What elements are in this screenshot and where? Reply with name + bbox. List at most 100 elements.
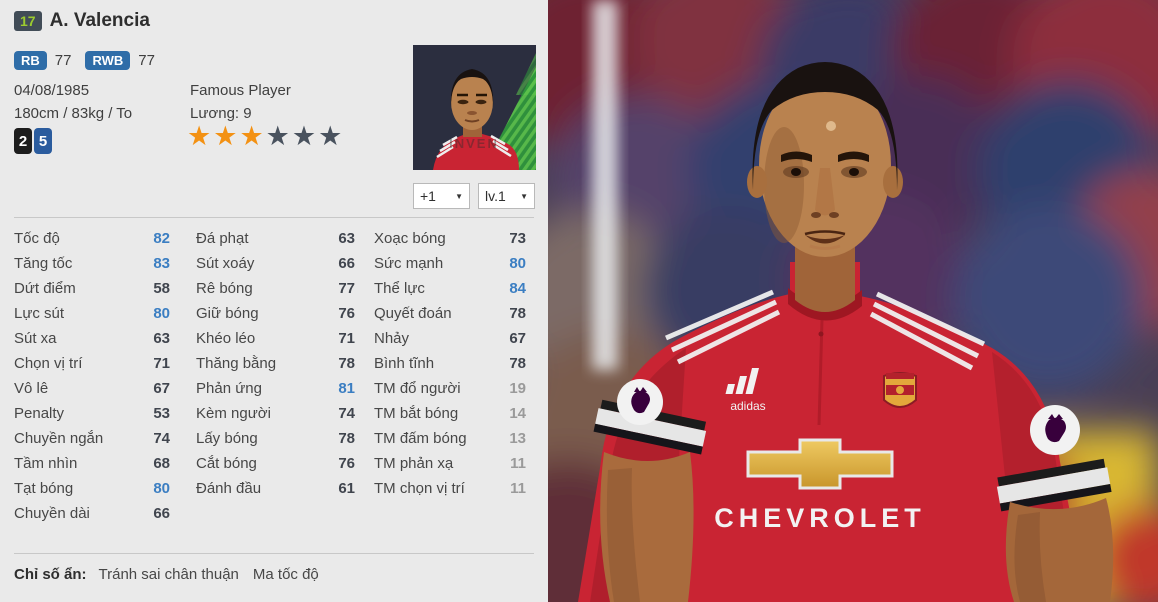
player-portrait: INVEN xyxy=(413,45,536,170)
stat-row: Thăng bằng 78 xyxy=(196,351,355,376)
position-badge-rb: RB xyxy=(14,51,47,70)
stat-label: Thăng bằng xyxy=(196,355,277,372)
star-icon: ★ xyxy=(291,121,319,151)
stat-value: 78 xyxy=(338,430,355,447)
stats-column-2: Đá phạt 63 Sút xoáy 66 Rê bóng 77 Giữ bóng 76 Kh… xyxy=(196,226,355,501)
stat-row: Tầm nhìn 68 xyxy=(14,451,170,476)
player-photo: adidas CHEVROLET xyxy=(548,0,1158,602)
stat-row: Chuyền dài 66 xyxy=(14,501,170,526)
stat-value: 83 xyxy=(153,255,170,272)
stat-row: TM bắt bóng 14 xyxy=(374,401,526,426)
trait-item: Ma tốc độ xyxy=(252,566,319,583)
trait-badges: 2 5 xyxy=(14,128,52,154)
stat-row: Đánh đầu 61 xyxy=(196,476,355,501)
stat-label: Penalty xyxy=(14,405,65,422)
player-tier: Famous Player xyxy=(190,82,291,99)
star-icon: ★ xyxy=(318,121,345,151)
stat-value: 63 xyxy=(153,330,170,347)
player-bio: 04/08/1985 180cm / 83kg / To xyxy=(14,79,184,125)
stat-row: TM đổ người 19 xyxy=(374,376,526,401)
stat-label: Quyết đoán xyxy=(374,305,452,322)
stat-value: 71 xyxy=(338,330,355,347)
hidden-traits: Tránh sai chân thuận Ma tốc độ xyxy=(99,566,319,583)
stat-label: Giữ bóng xyxy=(196,305,259,322)
hidden-stats-footer: Chỉ số ẩn: Tránh sai chân thuận Ma tốc độ xyxy=(14,566,319,583)
stat-row: Sút xa 63 xyxy=(14,326,170,351)
stat-value: 78 xyxy=(509,355,526,372)
stat-row: TM phản xạ 11 xyxy=(374,451,526,476)
positions-row: RB 77 RWB 77 xyxy=(14,51,161,70)
stat-row: Bình tĩnh 78 xyxy=(374,351,526,376)
stat-label: Kèm người xyxy=(196,405,271,422)
stat-row: Tăng tốc 83 xyxy=(14,251,170,276)
divider xyxy=(14,217,534,218)
stat-row: Lực sút 80 xyxy=(14,301,170,326)
stat-label: Thể lực xyxy=(374,280,425,297)
stat-row: Kèm người 74 xyxy=(196,401,355,426)
stat-row: TM đấm bóng 13 xyxy=(374,426,526,451)
stat-row: Dứt điểm 58 xyxy=(14,276,170,301)
portrait-watermark: INVEN xyxy=(449,136,499,151)
adidas-wordmark: adidas xyxy=(730,399,765,413)
stat-label: Khéo léo xyxy=(196,330,256,347)
stat-value: 73 xyxy=(509,230,526,247)
divider xyxy=(14,553,534,554)
stats-column-1: Tốc độ 82 Tăng tốc 83 Dứt điểm 58 Lực sút 80 Sút… xyxy=(14,226,170,526)
stat-label: Tầm nhìn xyxy=(14,455,78,472)
stat-value: 66 xyxy=(338,255,355,272)
chevron-down-icon: ▼ xyxy=(455,191,463,201)
stat-value: 80 xyxy=(153,480,170,497)
stat-label: Chuyền dài xyxy=(14,505,90,522)
stat-value: 68 xyxy=(153,455,170,472)
stat-value: 74 xyxy=(153,430,170,447)
stat-value: 61 xyxy=(338,480,355,497)
stat-value: 78 xyxy=(509,305,526,322)
stat-row: Nhảy 67 xyxy=(374,326,526,351)
stat-row: Xoạc bóng 73 xyxy=(374,226,526,251)
stat-row: Vô lê 67 xyxy=(14,376,170,401)
stat-label: TM đấm bóng xyxy=(374,430,467,447)
stat-value: 58 xyxy=(153,280,170,297)
stat-row: TM chọn vị trí 11 xyxy=(374,476,526,501)
stat-row: Phản ứng 81 xyxy=(196,376,355,401)
trait-item: Tránh sai chân thuận xyxy=(98,566,239,583)
stat-label: Dứt điểm xyxy=(14,280,76,297)
stat-label: Tạt bóng xyxy=(14,480,74,497)
stat-row: Chuyền ngắn 74 xyxy=(14,426,170,451)
stat-row: Giữ bóng 76 xyxy=(196,301,355,326)
stat-value: 82 xyxy=(153,230,170,247)
stat-label: Chuyền ngắn xyxy=(14,430,104,447)
upgrade-select-value: +1 xyxy=(420,188,436,204)
stat-value: 13 xyxy=(509,430,526,447)
stat-label: Đánh đầu xyxy=(196,480,262,497)
position-rating-rb: 77 xyxy=(54,52,72,69)
stat-row: Đá phạt 63 xyxy=(196,226,355,251)
player-name: A. Valencia xyxy=(49,10,150,31)
stat-value: 74 xyxy=(338,405,355,422)
stat-value: 11 xyxy=(510,455,526,472)
birthdate: 04/08/1985 xyxy=(14,82,90,99)
stat-label: Sút xoáy xyxy=(196,255,255,272)
stat-row: Sút xoáy 66 xyxy=(196,251,355,276)
stat-label: Sức mạnh xyxy=(374,255,444,272)
hidden-stats-label: Chỉ số ẩn: xyxy=(14,566,87,583)
stat-value: 67 xyxy=(509,330,526,347)
stat-label: TM chọn vị trí xyxy=(374,480,465,497)
stat-label: Tăng tốc xyxy=(14,255,73,272)
stat-row: Thể lực 84 xyxy=(374,276,526,301)
stat-label: Đá phạt xyxy=(196,230,249,247)
stat-row: Quyết đoán 78 xyxy=(374,301,526,326)
stat-row: Sức mạnh 80 xyxy=(374,251,526,276)
stat-label: Vô lê xyxy=(14,380,49,397)
body-info: 180cm / 83kg / To xyxy=(14,105,133,122)
player-render-image: adidas CHEVROLET xyxy=(548,0,1158,602)
stat-label: Tốc độ xyxy=(14,230,60,247)
stat-label: Cắt bóng xyxy=(196,455,257,472)
stat-value: 84 xyxy=(509,280,526,297)
upgrade-select[interactable]: +1 ▼ xyxy=(413,183,470,209)
level-select[interactable]: lv.1 ▼ xyxy=(478,183,535,209)
stat-value: 78 xyxy=(338,355,355,372)
stat-row: Penalty 53 xyxy=(14,401,170,426)
stat-value: 80 xyxy=(153,305,170,322)
